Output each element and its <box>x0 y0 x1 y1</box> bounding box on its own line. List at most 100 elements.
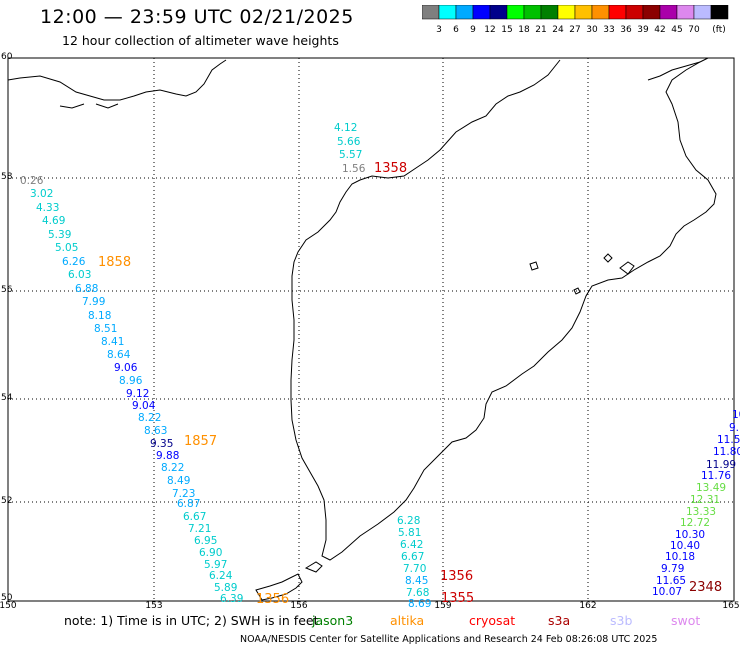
lat-label-54: 54 <box>1 393 13 403</box>
lat-label-50: 50 <box>1 593 13 603</box>
wave-height-label: 8.22 <box>138 412 162 424</box>
wave-height-label: 6.39 <box>220 593 244 605</box>
credit-line: NOAA/NESDIS Center for Satellite Applica… <box>240 634 658 645</box>
pass-time-label: 1356 <box>440 569 474 584</box>
wave-height-label: 4.33 <box>36 202 60 214</box>
units-note: note: 1) Time is in UTC; 2) SWH is in fe… <box>64 613 319 628</box>
wave-height-label: 6.95 <box>194 535 218 547</box>
wave-height-label: 6.42 <box>400 539 424 551</box>
colorbar-tick-label: 6 <box>453 25 459 35</box>
wave-height-label: 8.69 <box>408 598 432 610</box>
colorbar-tick-label: (ft) <box>712 25 726 35</box>
wave-height-label: 10.40 <box>670 540 701 552</box>
wave-height-label: 11.76 <box>701 470 732 482</box>
graticule <box>8 58 734 601</box>
wave-height-label: 5.81 <box>398 527 422 539</box>
wave-height-label: 6.87 <box>177 498 201 510</box>
wave-height-label: 5.66 <box>337 136 361 148</box>
coastline-kamchatka-okhotsk <box>290 57 717 561</box>
wave-height-label: 9.04 <box>132 400 156 412</box>
wave-height-label: 10.07 <box>652 586 683 598</box>
wave-height-label: 9.12 <box>126 388 150 400</box>
lat-label-56: 56 <box>1 285 13 295</box>
legend-swot: swot <box>671 613 701 628</box>
map-title: 12:00 — 23:59 UTC 02/21/2025 <box>40 6 354 28</box>
coastline-ne <box>647 61 701 81</box>
pass-time-label: 1857 <box>184 434 218 449</box>
wave-height-label: 9. <box>729 422 740 434</box>
wave-height-label: 8.64 <box>107 349 131 361</box>
colorbar-tick-label: 30 <box>586 25 598 35</box>
island-karaginsky <box>619 261 635 275</box>
wave-height-label: 9.79 <box>661 563 685 575</box>
island-small-3 <box>573 287 581 295</box>
wave-height-label: 5.39 <box>48 229 72 241</box>
wave-height-label: 6.90 <box>199 547 223 559</box>
coastline-north-shore-inlet <box>59 103 119 109</box>
wave-height-label: 6.24 <box>209 570 233 582</box>
colorbar-tick-label: 12 <box>484 25 495 35</box>
island-small-2 <box>603 253 613 263</box>
wave-height-label: 8.18 <box>88 310 112 322</box>
lon-label-156: 156 <box>290 601 308 611</box>
wave-height-label: 6.03 <box>68 269 92 281</box>
wave-height-label: 6.67 <box>183 511 207 523</box>
wave-height-label: 6.67 <box>401 551 425 563</box>
legend-jason3: jason3 <box>312 613 354 628</box>
wave-height-label: 6.28 <box>397 515 421 527</box>
lon-label-150: 150 <box>0 601 17 611</box>
colorbar-tick-label: 36 <box>620 25 632 35</box>
colorbar-legend: 3 6 9 12 15 18 21 24 27 30 33 36 39 42 45 70 (ft) <box>422 5 729 35</box>
colorbar-tick-label: 42 <box>654 25 665 35</box>
pass-time-label: 1356 <box>256 592 290 607</box>
wave-height-label: 11.65 <box>656 575 687 587</box>
wave-height-label: 1.56 <box>342 163 366 175</box>
wave-height-label: 6.26 <box>62 256 86 268</box>
wave-height-label: 10 <box>732 409 740 421</box>
legend-cryosat: cryosat <box>469 613 516 628</box>
island-shumshu <box>304 561 323 573</box>
colorbar-tick-label: 3 <box>436 25 442 35</box>
wave-height-label: 13.33 <box>686 506 717 518</box>
lat-label-52: 52 <box>1 496 13 506</box>
wave-height-label: 9.35 <box>150 438 174 450</box>
colorbar-swatch <box>710 5 729 20</box>
colorbar-tick-label: 70 <box>688 25 700 35</box>
wave-height-label: 5.89 <box>214 582 238 594</box>
pass-time-label: 1355 <box>441 591 475 606</box>
pass-time-label: 2348 <box>689 580 723 595</box>
lon-label-153: 153 <box>145 601 163 611</box>
map-frame <box>7 57 735 602</box>
colorbar-tick-label: 15 <box>501 25 512 35</box>
wave-height-label: 8.22 <box>161 462 185 474</box>
lon-label-165: 165 <box>722 601 740 611</box>
wave-height-label: 11.80 <box>713 446 740 458</box>
wave-height-label: 7.23 <box>172 488 196 500</box>
wave-height-label: 7.70 <box>403 563 427 575</box>
colorbar-tick-label: 18 <box>518 25 530 35</box>
wave-height-label: 7.68 <box>406 587 430 599</box>
legend-s3a: s3a <box>548 613 571 628</box>
wave-height-label: 0.26 <box>20 175 44 187</box>
colorbar-tick-label: 39 <box>637 25 649 35</box>
wave-height-label: 8.41 <box>101 336 125 348</box>
wave-height-label: 4.69 <box>42 215 66 227</box>
wave-height-label: 7.21 <box>188 523 212 535</box>
wave-height-label: 5.97 <box>204 559 228 571</box>
wave-height-label: 12.72 <box>680 517 711 529</box>
colorbar-tick-label: 21 <box>535 25 546 35</box>
wave-height-label: 12.31 <box>690 494 721 506</box>
wave-height-label: 5.57 <box>339 149 363 161</box>
wave-height-label: 10.30 <box>675 529 706 541</box>
wave-height-label: 9.88 <box>156 450 180 462</box>
wave-height-label: 5.05 <box>55 242 79 254</box>
wave-height-label: 3.02 <box>30 188 54 200</box>
pass-time-label: 1358 <box>374 161 408 176</box>
legend-s3b: s3b <box>610 613 633 628</box>
lon-label-159: 159 <box>434 601 452 611</box>
wave-height-label: 4.12 <box>334 122 358 134</box>
colorbar-tick-label: 9 <box>470 25 476 35</box>
wave-height-label: 8.49 <box>167 475 191 487</box>
wave-height-label: 7.99 <box>82 296 106 308</box>
